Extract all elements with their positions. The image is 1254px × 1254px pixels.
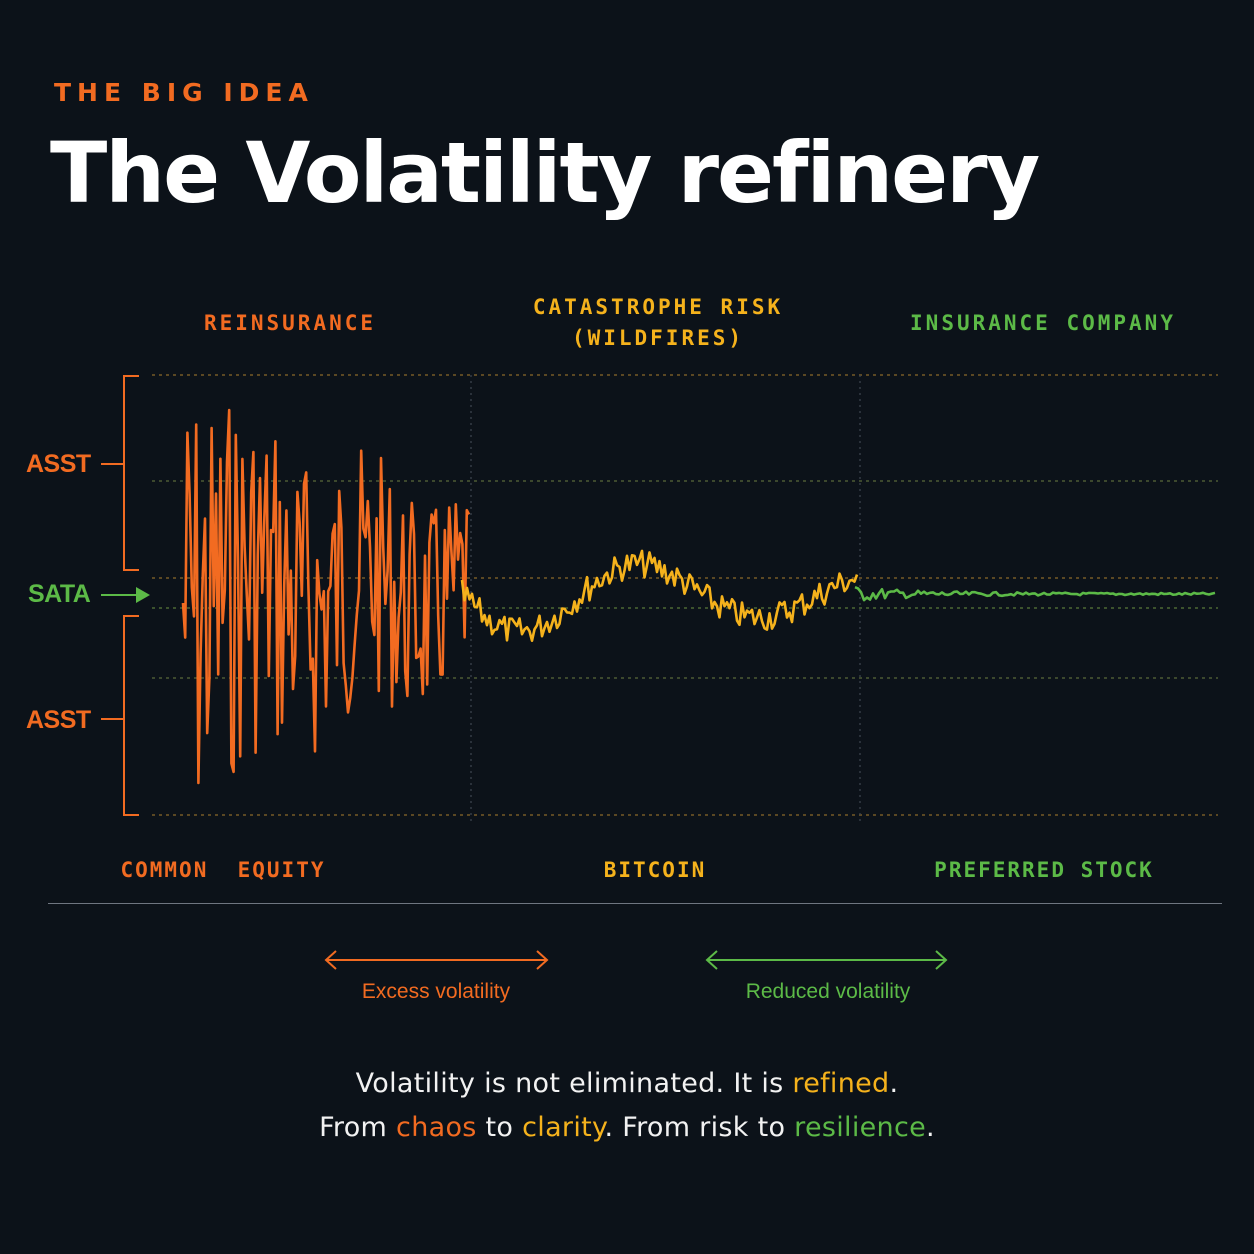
lower-bracket [101, 615, 139, 816]
footer-highlight-clarity: clarity [522, 1112, 605, 1143]
series-bitcoin [460, 549, 859, 642]
zone-label-reinsurance: REINSURANCE [203, 311, 377, 335]
page-title: The Volatility refinery [50, 124, 1040, 222]
bottom-label-preferred-stock: PREFERRED STOCK [934, 858, 1154, 882]
footer-text-2to: to [476, 1112, 523, 1143]
footer-text-1b: . [889, 1068, 899, 1099]
grid-lines [152, 374, 1218, 816]
bottom-label-bitcoin: BITCOIN [603, 858, 707, 882]
reduced-volatility-arrow-icon [705, 950, 948, 970]
footer-text-1a: Volatility is not eliminated. It is [355, 1068, 793, 1099]
footer-line-1: Volatility is not eliminated. It is refi… [0, 1068, 1254, 1099]
bottom-label-common-equity: COMMON EQUITY [120, 858, 326, 882]
zone-label-catastrophe-line1: CATASTROPHE RISK [532, 295, 784, 319]
side-label-sata: SATA [28, 580, 91, 608]
footer-highlight-resilience: resilience [794, 1112, 927, 1143]
zone-label-insurance: INSURANCE COMPANY [910, 311, 1176, 335]
series-common-equity [181, 408, 471, 785]
side-label-upper-asst: ASST [26, 450, 91, 478]
eyebrow-label: THE BIG IDEA [54, 78, 314, 107]
excess-volatility-arrow-icon [324, 950, 549, 970]
zone-label-catastrophe: CATASTROPHE RISK (WILDFIRES) [500, 292, 816, 354]
side-label-lower-asst: ASST [26, 706, 91, 734]
series-preferred-stock [854, 585, 1216, 602]
footer-text-2a: From [319, 1112, 397, 1143]
section-divider [48, 903, 1222, 904]
reduced-volatility-label: Reduced volatility [745, 980, 911, 1003]
upper-bracket [101, 375, 139, 571]
footer-highlight-chaos: chaos [396, 1112, 477, 1143]
footer-text-2b: . From risk to [604, 1112, 795, 1143]
zone-label-catastrophe-line2: (WILDFIRES) [571, 326, 745, 350]
sata-arrow-icon [101, 587, 150, 603]
footer-line-2: From chaos to clarity. From risk to resi… [0, 1112, 1254, 1143]
footer-text-2c: . [926, 1112, 935, 1143]
excess-volatility-label: Excess volatility [361, 980, 511, 1003]
footer-highlight-refined: refined [792, 1068, 890, 1099]
